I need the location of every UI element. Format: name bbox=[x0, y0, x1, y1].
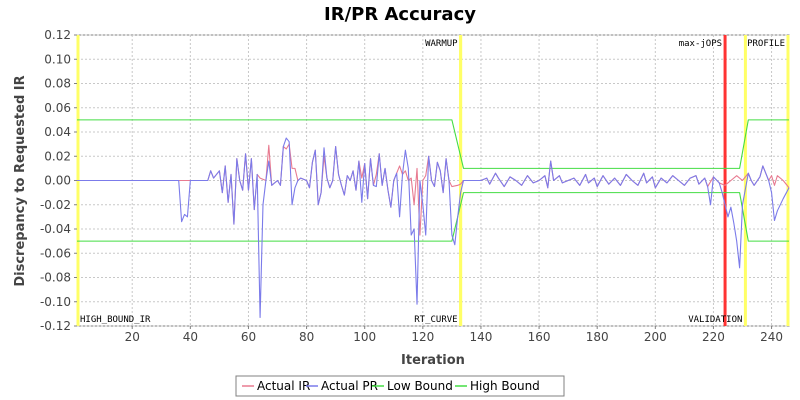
y-tick-label: 0.02 bbox=[44, 149, 71, 163]
y-tick-label: -0.04 bbox=[40, 222, 71, 236]
legend-box bbox=[235, 375, 565, 397]
chart-title: IR/PR Accuracy bbox=[324, 4, 476, 25]
marker-label: HIGH_BOUND_IR bbox=[80, 315, 151, 325]
y-tick-label: 0.08 bbox=[44, 77, 71, 91]
marker-label: WARMUP bbox=[425, 39, 458, 49]
legend-label: Low Bound bbox=[387, 379, 453, 393]
x-tick-label: 160 bbox=[528, 330, 551, 344]
legend-label: High Bound bbox=[470, 379, 540, 393]
legend: Actual IR Actual PR Low Bound High Bound bbox=[235, 375, 565, 397]
x-tick-label: 40 bbox=[183, 330, 198, 344]
marker-label: max-jOPS bbox=[679, 39, 722, 49]
x-tick-label: 220 bbox=[702, 330, 725, 344]
legend-label: Actual IR bbox=[257, 379, 310, 393]
y-tick-label: 0.00 bbox=[44, 174, 71, 188]
y-tick-label: 0.12 bbox=[44, 28, 71, 42]
y-tick-label: -0.12 bbox=[40, 319, 71, 333]
y-tick-label: 0.10 bbox=[44, 52, 71, 66]
marker-label: VALIDATION bbox=[688, 315, 742, 325]
grid bbox=[77, 34, 789, 327]
x-tick-label: 120 bbox=[411, 330, 434, 344]
x-tick-label: 60 bbox=[241, 330, 256, 344]
y-tick-label: -0.08 bbox=[40, 271, 71, 285]
x-tick-label: 140 bbox=[469, 330, 492, 344]
marker-label: RT_CURVE bbox=[414, 315, 457, 325]
ticks: 20 40 60 80 100 120 140 160 180 200 220 240 0.12 0.10… bbox=[40, 28, 783, 344]
x-tick-label: 240 bbox=[760, 330, 783, 344]
x-tick-label: 80 bbox=[299, 330, 314, 344]
series-layer bbox=[77, 119, 790, 319]
y-tick-label: 0.06 bbox=[44, 101, 71, 115]
y-tick-label: -0.06 bbox=[40, 246, 71, 260]
x-tick-label: 200 bbox=[644, 330, 667, 344]
x-axis-label: Iteration bbox=[401, 353, 465, 368]
y-tick-label: -0.02 bbox=[40, 198, 71, 212]
legend-label: Actual PR bbox=[321, 379, 378, 393]
y-tick-label: 0.04 bbox=[44, 125, 71, 139]
series-line bbox=[77, 192, 789, 242]
x-tick-label: 20 bbox=[125, 330, 140, 344]
x-tick-label: 180 bbox=[586, 330, 609, 344]
x-tick-label: 100 bbox=[353, 330, 376, 344]
marker-labels: WARMUP RT_CURVE max-jOPS VALIDATION PROFILE H… bbox=[80, 39, 785, 325]
series-line bbox=[77, 137, 790, 319]
y-axis-label: Discrepancy to Requested IR bbox=[13, 75, 28, 286]
marker-label: PROFILE bbox=[747, 39, 785, 49]
y-tick-label: -0.10 bbox=[40, 295, 71, 309]
series-line bbox=[77, 119, 789, 169]
